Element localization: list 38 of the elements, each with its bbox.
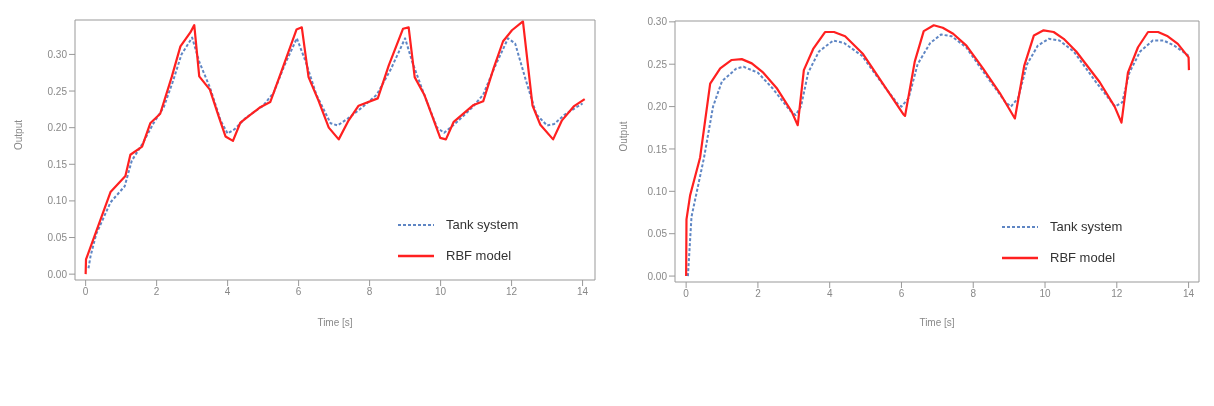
legend-label: Tank system [1050,219,1123,234]
x-tick-label: 4 [224,286,231,298]
x-tick-label: 6 [898,288,905,300]
legend-label: RBF model [446,248,512,263]
x-tick-label: 10 [435,286,447,298]
x-tick-label: 14 [577,286,589,298]
x-tick-label: 0 [82,286,89,298]
x-tick-label: 8 [970,288,977,300]
x-tick-label: 6 [295,286,302,298]
x-tick-label: 8 [366,286,373,298]
y-tick-label: 0.20 [47,122,68,134]
x-tick-label: 0 [683,288,690,300]
y-tick-label: 0.05 [647,228,668,240]
y-tick-label: 0.00 [47,268,68,280]
x-tick-label: 2 [153,286,160,298]
y-tick-label: 0.25 [647,58,668,70]
x-tick-label: 14 [1183,288,1195,300]
x-tick-label: 12 [1111,288,1123,300]
legend-label: Tank system [446,217,519,232]
x-axis-title: Time [s] [919,317,955,328]
x-tick-label: 12 [506,286,518,298]
y-tick-label: 0.20 [647,101,668,113]
y-axis-title: Output [12,119,24,150]
y-tick-label: 0.15 [47,158,68,170]
y-tick-label: 0.30 [47,48,68,60]
y-tick-label: 0.00 [647,270,668,282]
y-tick-label: 0.30 [647,16,668,28]
x-tick-label: 2 [755,288,762,300]
x-axis-title: Time [s] [317,317,353,328]
y-tick-label: 0.15 [647,143,668,155]
y-tick-label: 0.05 [47,232,68,244]
y-tick-label: 0.25 [47,85,68,97]
y-tick-label: 0.10 [647,185,668,197]
y-tick-label: 0.10 [47,195,68,207]
x-tick-label: 10 [1039,288,1052,300]
x-tick-label: 4 [826,288,833,300]
y-axis-title: Output [617,121,629,152]
legend-label: RBF model [1050,250,1116,265]
